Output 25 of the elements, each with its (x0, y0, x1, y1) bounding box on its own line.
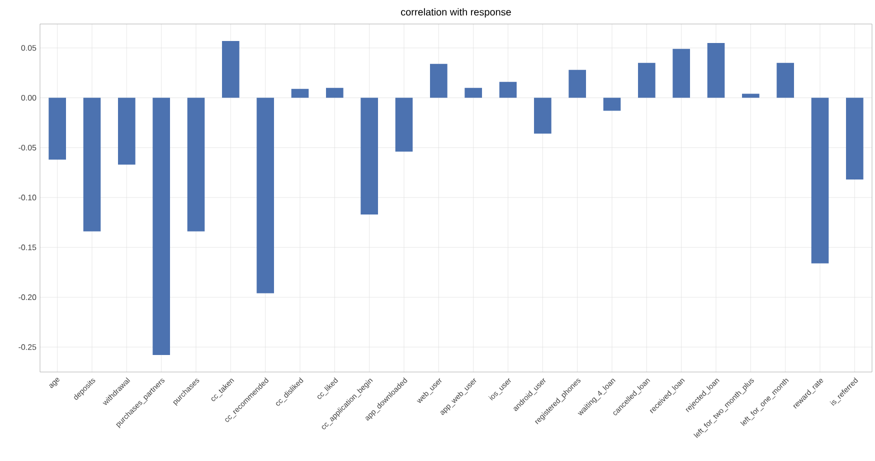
bar (603, 98, 621, 111)
bar (499, 82, 517, 98)
bar (395, 98, 413, 152)
bar (291, 88, 309, 98)
bar (152, 98, 170, 356)
bar (256, 98, 274, 294)
bar (846, 98, 864, 180)
bar (360, 98, 378, 214)
bar (534, 98, 552, 134)
chart-title: correlation with response (401, 8, 511, 18)
bar (430, 64, 448, 98)
bar (326, 88, 344, 98)
bar (187, 98, 205, 232)
bar (464, 88, 482, 98)
bar (48, 98, 66, 160)
bar (707, 42, 725, 98)
bar (672, 48, 690, 98)
bar (811, 98, 829, 264)
bar (776, 62, 794, 98)
bar (118, 98, 136, 165)
bar (83, 98, 101, 232)
bar (638, 62, 656, 98)
bar (222, 40, 240, 98)
bar (742, 94, 760, 98)
bar (568, 70, 586, 98)
